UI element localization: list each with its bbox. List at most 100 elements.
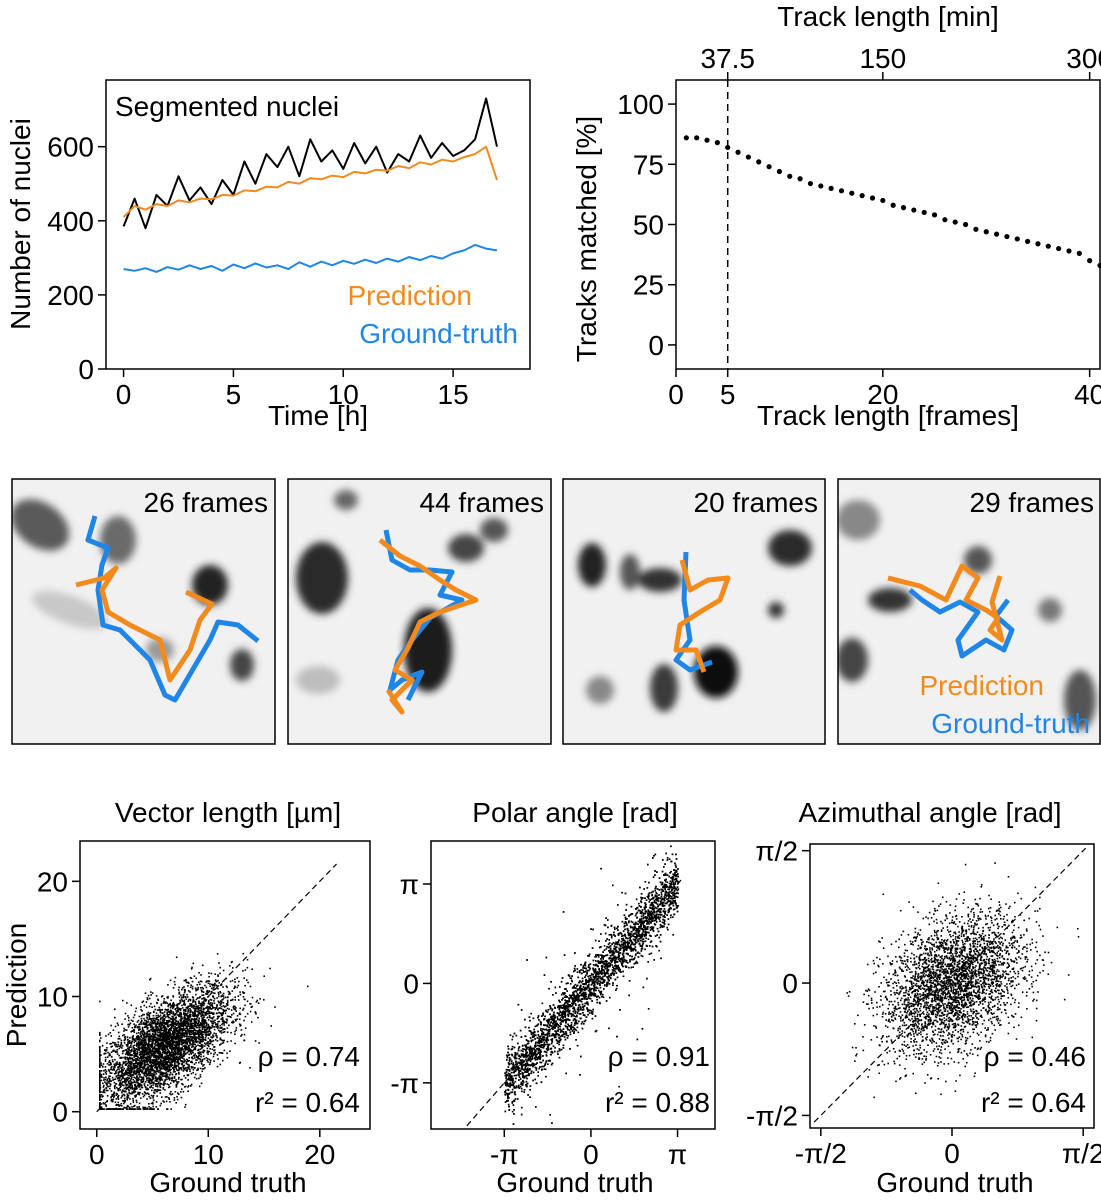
vector-length-point — [133, 1023, 135, 1025]
vector-length-point — [131, 1106, 133, 1108]
vector-length-point — [225, 1005, 227, 1007]
vector-length-point — [165, 1001, 167, 1003]
vector-length-point — [176, 1095, 178, 1098]
vector-length-point — [129, 1098, 131, 1100]
vector-length-point — [169, 979, 172, 982]
vector-length-point — [147, 1063, 150, 1066]
vector-length-point — [189, 1005, 192, 1007]
vector-length-point — [199, 983, 201, 986]
vector-length-point — [124, 1090, 127, 1092]
vector-length-point — [152, 1038, 154, 1040]
vector-length-point — [143, 1031, 145, 1034]
vector-length-point — [218, 1020, 221, 1023]
vector-length-point — [186, 1063, 189, 1066]
vector-length-point — [159, 1082, 162, 1085]
vector-length-point — [174, 1044, 176, 1046]
vector-length-point — [180, 1088, 183, 1090]
vector-length-point — [197, 1056, 200, 1058]
vector-length-point — [147, 994, 150, 997]
vector-length-point — [167, 1023, 169, 1025]
vector-length-point — [99, 1073, 101, 1075]
vector-length-point — [182, 1045, 184, 1047]
vector-length-point — [145, 1006, 148, 1009]
vector-length-diagonal — [96, 863, 337, 1113]
vector-length-point — [162, 1020, 164, 1023]
vector-length-point — [109, 1083, 112, 1086]
vector-length-point — [119, 1037, 121, 1040]
vector-length-point — [218, 982, 220, 984]
vector-length-point — [157, 1043, 159, 1045]
vector-length-point — [192, 1049, 195, 1051]
vector-length-point — [176, 1007, 178, 1009]
vector-length-point — [189, 1022, 191, 1024]
vector-length-point — [212, 1016, 215, 1018]
vector-length-point — [99, 1081, 101, 1084]
vector-length-point — [186, 981, 189, 984]
vector-length-point — [153, 1038, 156, 1041]
vector-length-point — [196, 1014, 199, 1016]
vector-length-point — [127, 1105, 130, 1108]
vector-length-point — [144, 1070, 146, 1073]
vector-length-point — [135, 1088, 137, 1090]
vector-length-point — [206, 1042, 208, 1044]
vector-length-point — [116, 1068, 119, 1071]
vector-length-point — [171, 1073, 174, 1076]
vector-length-point — [146, 1108, 149, 1110]
vector-length-point — [140, 1017, 143, 1020]
vector-length-point — [154, 1059, 156, 1062]
vector-length-point — [173, 1052, 175, 1055]
vector-length-point — [223, 1022, 225, 1024]
vector-length-point — [152, 1053, 154, 1056]
tracks-point — [1014, 236, 1020, 242]
vector-length-point — [121, 1064, 124, 1066]
vector-length-point — [207, 980, 210, 982]
vector-length-point — [172, 1041, 174, 1044]
vector-length-point — [141, 1041, 144, 1044]
vector-length-point — [232, 1020, 234, 1023]
vector-length-point — [178, 1024, 181, 1027]
vector-length-point — [182, 996, 185, 998]
vector-length-point — [193, 1021, 196, 1024]
vector-length-point — [159, 1027, 162, 1029]
vector-length-point — [139, 1060, 141, 1063]
vector-length-point — [201, 1017, 204, 1020]
vector-length-point — [163, 1025, 165, 1028]
vector-length-point — [206, 1023, 208, 1025]
vector-length-point — [182, 1039, 185, 1041]
vector-length-point — [187, 1086, 189, 1088]
vector-length-point — [155, 1073, 158, 1075]
tracks-point — [838, 188, 845, 194]
vector-length-point — [175, 1035, 178, 1038]
vector-length-point — [179, 1052, 182, 1055]
vector-length-point — [182, 1026, 185, 1028]
vector-length-point — [121, 1023, 123, 1025]
vector-length-point — [143, 1047, 145, 1049]
vector-length-point — [126, 1099, 128, 1101]
vector-length-ylabel: Prediction — [1, 923, 32, 1048]
vector-length-point — [145, 1025, 148, 1027]
vector-length-point — [208, 1010, 211, 1013]
vector-length-point — [132, 1035, 134, 1037]
vector-length-point — [104, 1058, 107, 1061]
vector-length-point — [205, 1006, 208, 1009]
vector-length-point — [181, 1017, 183, 1020]
vector-length-point — [163, 1030, 166, 1033]
vector-length-point — [222, 1041, 225, 1044]
vector-length-point — [123, 1034, 125, 1036]
vector-length-point — [152, 1101, 154, 1104]
vector-length-point — [112, 1098, 115, 1101]
vector-length-point — [100, 1098, 102, 1101]
vector-length-point — [196, 1069, 198, 1072]
vector-length-point — [123, 1102, 125, 1105]
vector-length-point — [134, 1085, 137, 1088]
vector-length-point — [145, 1072, 147, 1075]
vector-length-point — [158, 1089, 160, 1092]
vector-length-point — [161, 1096, 163, 1098]
vector-length-point — [162, 1046, 164, 1048]
vector-length-point — [140, 1069, 143, 1071]
vector-length-point — [168, 1030, 171, 1033]
vector-length-point — [125, 1043, 128, 1046]
vector-length-point — [217, 974, 219, 976]
vector-length-point — [147, 1067, 150, 1070]
vector-length-point — [195, 998, 198, 1001]
